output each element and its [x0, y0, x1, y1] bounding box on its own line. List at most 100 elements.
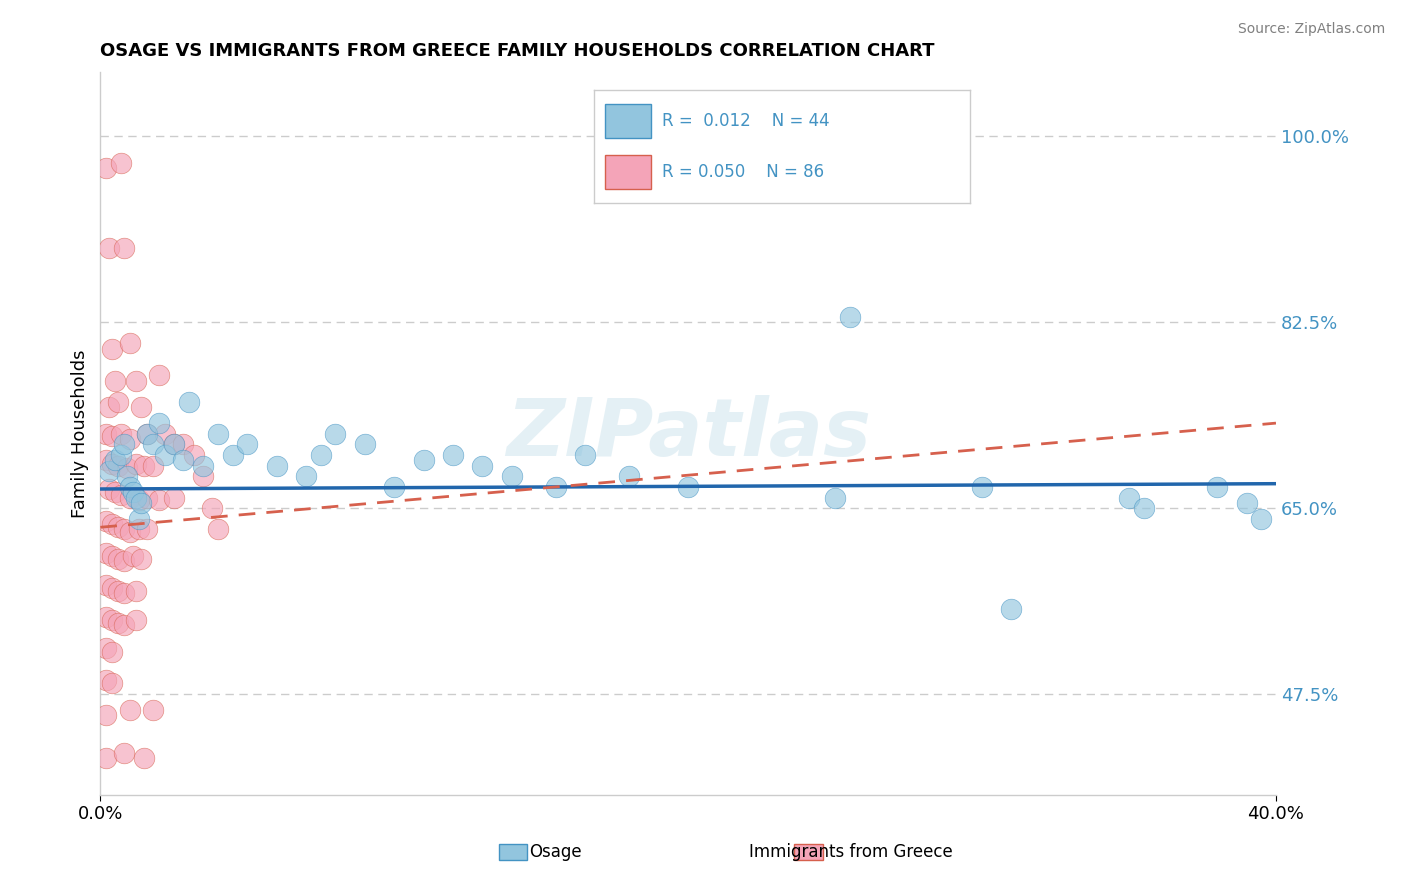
Point: [118, 480, 141, 494]
Point: [142, 703, 165, 717]
Point: [142, 437, 165, 451]
Point: [128, 492, 150, 507]
Point: [131, 400, 153, 414]
Point: [110, 155, 132, 169]
Y-axis label: Family Households: Family Households: [72, 350, 89, 518]
Point: [112, 437, 135, 451]
Point: [121, 485, 143, 500]
Point: [142, 458, 165, 473]
Point: [544, 480, 567, 494]
Point: [112, 586, 135, 600]
Point: [110, 426, 132, 441]
Point: [574, 448, 596, 462]
Point: [824, 491, 846, 505]
Point: [107, 552, 129, 566]
Point: [118, 432, 141, 446]
Point: [101, 549, 124, 563]
Point: [148, 416, 170, 430]
Point: [163, 437, 186, 451]
Point: [163, 491, 186, 505]
Point: [112, 522, 135, 536]
Point: [115, 460, 138, 475]
Point: [110, 448, 132, 462]
Text: Osage: Osage: [529, 843, 582, 861]
Point: [96, 708, 118, 723]
Point: [112, 618, 135, 632]
Point: [309, 448, 332, 462]
Point: [101, 457, 124, 471]
Point: [193, 469, 215, 483]
Point: [325, 426, 347, 441]
Point: [96, 161, 118, 175]
Point: [676, 480, 699, 494]
Point: [136, 491, 159, 505]
Point: [354, 437, 377, 451]
Text: Immigrants from Greece: Immigrants from Greece: [749, 843, 952, 861]
Point: [98, 400, 121, 414]
Point: [183, 448, 205, 462]
Point: [96, 453, 118, 467]
Point: [134, 751, 156, 765]
Point: [96, 609, 118, 624]
Point: [107, 458, 129, 473]
Point: [153, 448, 176, 462]
Point: [471, 458, 494, 473]
Point: [221, 448, 243, 462]
Point: [112, 241, 135, 255]
Point: [128, 522, 150, 536]
Point: [295, 469, 318, 483]
Point: [619, 469, 641, 483]
Point: [101, 613, 124, 627]
Point: [96, 577, 118, 591]
Point: [501, 469, 523, 483]
Point: [128, 512, 150, 526]
Point: [118, 491, 141, 505]
Point: [107, 615, 129, 630]
Point: [104, 374, 127, 388]
Point: [1118, 491, 1140, 505]
Point: [96, 514, 118, 528]
Point: [1000, 602, 1022, 616]
Point: [98, 482, 121, 496]
Point: [153, 426, 176, 441]
Point: [107, 520, 129, 534]
Point: [1206, 480, 1229, 494]
Text: ZIPatlas: ZIPatlas: [506, 395, 870, 473]
Point: [96, 673, 118, 688]
Point: [412, 453, 434, 467]
Point: [121, 549, 143, 563]
Point: [104, 485, 127, 500]
Point: [96, 546, 118, 560]
Point: [96, 426, 118, 441]
Point: [131, 496, 153, 510]
Point: [110, 488, 132, 502]
Point: [98, 241, 121, 255]
Point: [112, 554, 135, 568]
Point: [124, 374, 146, 388]
Point: [1236, 496, 1258, 510]
Point: [131, 552, 153, 566]
Point: [124, 491, 146, 505]
Point: [136, 426, 159, 441]
Text: Source: ZipAtlas.com: Source: ZipAtlas.com: [1237, 22, 1385, 37]
Point: [107, 395, 129, 409]
Point: [441, 448, 464, 462]
Point: [101, 429, 124, 443]
Point: [148, 492, 170, 507]
Point: [124, 613, 146, 627]
Point: [201, 501, 224, 516]
Point: [207, 522, 229, 536]
Point: [970, 480, 993, 494]
Point: [118, 524, 141, 539]
Point: [207, 426, 229, 441]
Point: [134, 458, 156, 473]
Point: [115, 469, 138, 483]
Point: [148, 368, 170, 383]
Point: [124, 457, 146, 471]
Point: [96, 641, 118, 656]
Point: [193, 458, 215, 473]
Point: [101, 342, 124, 356]
Point: [266, 458, 288, 473]
Point: [172, 453, 194, 467]
Point: [101, 581, 124, 595]
